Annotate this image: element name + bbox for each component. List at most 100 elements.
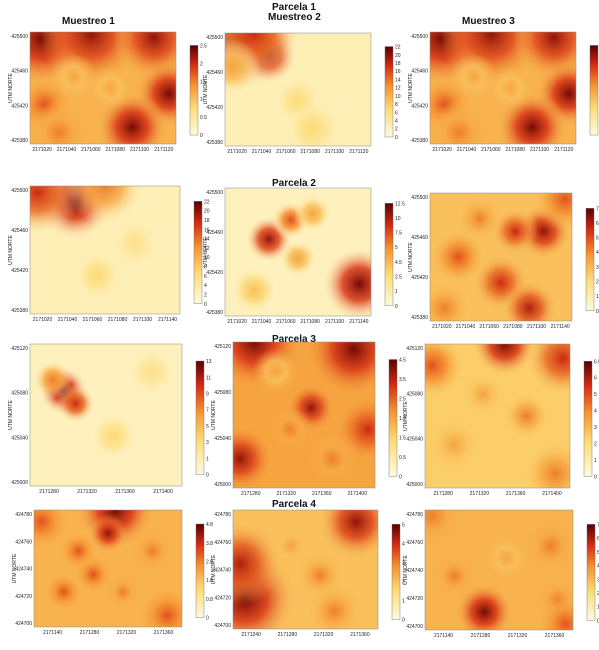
y-tick-label: 425080	[406, 391, 423, 397]
hotspot	[537, 595, 573, 630]
colorbar-tick-label: 0.5	[200, 115, 207, 121]
hotspot	[128, 527, 177, 575]
hotspot	[319, 510, 378, 560]
colorbar	[388, 359, 398, 477]
colorbar-tick-label: 11	[206, 375, 211, 381]
x-tick-label: 2171320	[277, 491, 297, 497]
y-tick-label: 425080	[11, 391, 28, 397]
heatmap-svg-p4m3: 2171140 2171280 2171320 2171360424780424760…	[403, 509, 599, 639]
plot-frame	[424, 343, 571, 489]
y-axis-label: UTM NORTE	[8, 235, 14, 265]
colorbar-tick-label: 2	[395, 127, 398, 133]
x-tick-label: 2171060	[83, 317, 103, 323]
hotspot	[44, 572, 83, 611]
colorbar-tick-label: 20	[204, 209, 210, 215]
colorbar-tick-label: 13	[206, 359, 212, 365]
colorbar	[391, 524, 401, 620]
colorbar-tick-label: 3	[594, 425, 597, 431]
colorbar-tick-label: 6.5	[594, 359, 599, 365]
colorbar-tick-label: 4	[597, 564, 599, 570]
y-tick-label: 425460	[411, 69, 428, 75]
y-tick-label: 425420	[411, 275, 428, 281]
colorbar-tick-label: 2.5	[399, 396, 406, 402]
y-tick-label: 425420	[11, 103, 28, 109]
hotspot	[306, 342, 375, 397]
colorbar-tick-label: 0.8	[206, 597, 213, 603]
x-tick-label: 2171360	[312, 491, 332, 497]
y-tick-label: 425500	[411, 195, 428, 201]
heatmap-svg-p2m2: 2171020 2171040 2171060 2171080 2171100 21711…	[203, 187, 405, 325]
y-tick-label: 425380	[411, 138, 428, 144]
colorbar-tick-label: 16	[204, 227, 210, 233]
y-tick-label: 425080	[214, 390, 231, 396]
y-axis-label: UTM NORTE	[12, 553, 18, 583]
x-tick-label: 2171020	[33, 317, 53, 323]
colorbar-tick-label: 7	[206, 408, 209, 414]
x-tick-label: 2171140	[43, 630, 62, 636]
x-tick-label: 2171360	[506, 491, 526, 497]
x-tick-label: 2171080	[503, 324, 523, 330]
colorbar-tick-label: 4	[204, 283, 207, 289]
x-tick-label: 2171040	[456, 324, 476, 330]
colorbar-tick-label: 3	[597, 577, 599, 583]
colorbar-tick-label: 4	[402, 541, 405, 547]
colorbar	[195, 523, 205, 618]
hotspot	[492, 208, 538, 255]
y-axis-label: UTM NORTE	[211, 554, 217, 584]
hotspot	[267, 522, 315, 569]
y-tick-label: 424780	[214, 512, 231, 518]
x-tick-label: 2171100	[325, 149, 344, 155]
parcela3-header: Parcela 3	[272, 334, 316, 345]
colorbar-tick-label: 0	[206, 473, 209, 479]
plot-frame	[29, 343, 183, 487]
colorbar-tick-label: 6	[596, 221, 599, 227]
heatmap-svg-p2m3: 2171020 2171040 2171060 2171080 2171100 21711…	[408, 192, 599, 330]
hotspot	[66, 186, 144, 225]
x-tick-label: 2171280	[80, 630, 100, 636]
colorbar-tick-label: 0	[206, 616, 209, 622]
colorbar-tick-label: 14	[395, 77, 401, 83]
hotspot	[306, 583, 363, 629]
heatmap-panel-p2m3: 2171020 2171040 2171060 2171080 2171100 21711…	[408, 192, 599, 335]
heatmap-svg-p1m1: 2171020 2171040 2171060 2171080 2171100 21711…	[8, 31, 207, 153]
hotspot	[425, 510, 466, 550]
x-tick-label: 2171060	[481, 147, 501, 153]
heatmap-svg-p3m3: 2171280 2171320 2171360 2171400 425120 425080…	[403, 343, 599, 497]
x-tick-label: 2171120	[154, 147, 173, 153]
colorbar-tick-label: 2.5	[200, 43, 207, 49]
parcela1-header: Parcela 1	[272, 2, 316, 13]
colorbar	[589, 45, 599, 136]
x-tick-label: 2171020	[227, 319, 247, 325]
y-tick-label: 425380	[206, 140, 223, 146]
parcela2-header: Parcela 2	[272, 178, 316, 189]
colorbar	[585, 208, 595, 311]
x-tick-label: 2171100	[325, 319, 344, 325]
hotspot	[425, 344, 465, 399]
hotspot	[502, 280, 557, 321]
colorbar-tick-label: 4.5	[395, 260, 402, 266]
colorbar-tick-label: 3.5	[399, 377, 406, 383]
hotspot	[482, 534, 531, 582]
plot-frame	[29, 31, 177, 145]
y-tick-label: 425380	[11, 138, 28, 144]
colorbar-tick-label: 7.5	[596, 206, 599, 212]
colorbar-tick-label: 1	[206, 456, 209, 462]
hotspot	[456, 195, 503, 242]
x-tick-label: 2171060	[479, 324, 499, 330]
colorbar-tick-label: 9	[206, 391, 209, 397]
x-tick-label: 2171040	[58, 317, 78, 323]
x-tick-label: 2171140	[158, 317, 177, 323]
colorbar-tick-label: 22	[395, 45, 401, 51]
hotspot	[33, 360, 73, 399]
hotspot	[472, 344, 538, 377]
x-tick-label: 2171280	[471, 633, 491, 639]
colorbar-tick-label: 2.8	[206, 559, 213, 565]
heatmap-panel-p3m3: 2171280 2171320 2171360 2171400 425120 425080…	[403, 343, 599, 502]
hotspot	[225, 38, 261, 95]
x-tick-label: 2171100	[527, 324, 546, 330]
colorbar-tick-label: 3	[402, 560, 405, 566]
colorbar-tick-label: 1.5	[200, 79, 207, 85]
colorbar-tick-label: 2	[596, 280, 599, 286]
x-tick-label: 2171040	[252, 319, 272, 325]
x-tick-label: 2171140	[349, 319, 368, 325]
